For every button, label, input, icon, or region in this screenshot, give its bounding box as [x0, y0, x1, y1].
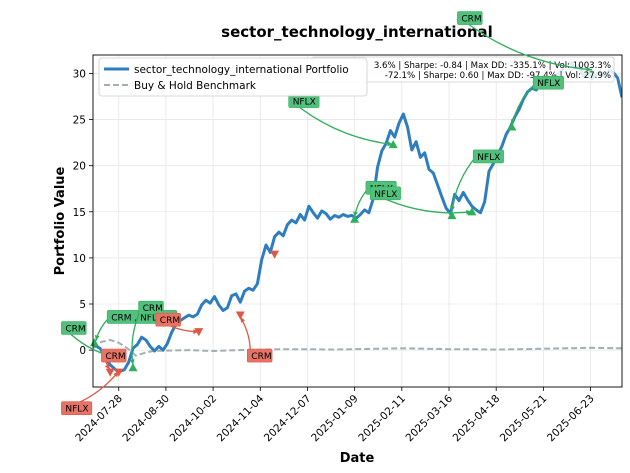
chart-title: sector_technology_international — [221, 23, 493, 41]
trade-markers — [89, 67, 597, 377]
annotation-label-box — [101, 348, 127, 363]
x-tick-label: 2024-08-30 — [120, 393, 172, 445]
y-axis-label: Portfolio Value — [53, 166, 68, 275]
stats-line-portfolio: 3.6% | Sharpe: -0.84 | Max DD: -335.1% |… — [374, 61, 611, 71]
y-tick-label: 0 — [79, 345, 86, 357]
stats-line-benchmark: -72.1% | Sharpe: 0.60 | Max DD: -97.4% |… — [385, 71, 611, 81]
sell-marker — [270, 250, 280, 259]
annotation-label-box — [247, 348, 273, 363]
annotation-label: CRM — [65, 325, 85, 335]
x-tick-label: 2024-12-07 — [262, 393, 314, 445]
annotation-label-box — [532, 75, 564, 90]
y-tick-label: 5 — [79, 299, 86, 311]
legend-frame — [98, 57, 368, 97]
gridlines — [93, 55, 622, 387]
x-tick-label: 2025-01-09 — [309, 393, 361, 445]
annotation-label-box — [61, 401, 93, 416]
x-tick-label: 2024-11-04 — [215, 392, 267, 444]
sell-marker — [235, 311, 245, 320]
x-tick-label: 2025-02-11 — [356, 393, 408, 445]
annotation-arrowhead — [94, 335, 100, 341]
buy-marker — [507, 122, 517, 131]
annotation-arrowhead — [113, 371, 119, 378]
y-tick-label: 10 — [73, 253, 86, 265]
annotation-arrowhead — [586, 67, 592, 72]
annotation-label: NFLX — [374, 190, 397, 200]
benchmark-line — [93, 339, 622, 357]
annotation-label-box — [369, 186, 401, 201]
annotation-arrow — [291, 100, 394, 146]
annotation-label: NFLX — [65, 405, 88, 415]
annotation-label: NFLX — [293, 98, 316, 108]
x-tick-label: 2024-07-28 — [73, 393, 125, 445]
annotation-arrow — [459, 17, 593, 71]
x-tick-label: 2025-06-23 — [545, 393, 597, 445]
annotation-label-box — [138, 300, 164, 315]
annotation-label: CRM — [251, 352, 271, 362]
x-tick-label: 2025-04-18 — [451, 393, 503, 445]
legend-label-benchmark: Buy & Hold Benchmark — [134, 80, 257, 92]
annotation-label-box — [457, 11, 483, 25]
y-tick-label: 25 — [73, 115, 86, 127]
x-axis-label: Date — [340, 451, 375, 466]
annotation-arrowhead — [104, 363, 111, 370]
legend: sector_technology_international Portfoli… — [98, 57, 368, 97]
x-tick-label: 2024-10-02 — [168, 393, 220, 445]
annotation-label: CRM — [160, 316, 180, 326]
annotation-arrowhead — [240, 316, 246, 323]
annotation-arrowhead — [387, 141, 394, 147]
annotation-arrowhead — [466, 210, 472, 215]
annotation-label: CRM — [143, 304, 163, 314]
plot-frame — [92, 54, 623, 388]
buy-marker — [128, 363, 138, 372]
y-tick-label: 30 — [73, 68, 86, 80]
buy-marker — [350, 214, 360, 223]
annotation-arrowhead — [510, 119, 516, 126]
y-tick-label: 20 — [73, 161, 86, 173]
legend-label-portfolio: sector_technology_international Portfoli… — [134, 64, 349, 76]
annotation-arrowhead — [193, 329, 199, 334]
annotation-label: NFLX — [477, 153, 500, 163]
buy-marker — [467, 207, 477, 216]
buy-marker — [89, 338, 99, 347]
annotation-label-box — [472, 149, 504, 164]
annotation-label: CRM — [461, 15, 481, 25]
y-tick-label: 15 — [73, 207, 86, 219]
sell-marker — [105, 368, 115, 377]
annotation-label-box — [155, 312, 181, 327]
x-tick-label: 2025-05-21 — [498, 393, 550, 445]
annotation-arrowhead — [129, 359, 135, 365]
annotation-arrowhead — [353, 211, 358, 218]
x-tick-label: 2025-03-16 — [403, 392, 455, 444]
annotation-label: CRM — [105, 352, 125, 362]
buy-marker — [447, 211, 457, 220]
annotation-label-box — [61, 321, 87, 335]
annotation-label: NFLX — [537, 79, 560, 89]
sell-marker — [114, 368, 124, 377]
annotation-arrowhead — [450, 206, 455, 212]
